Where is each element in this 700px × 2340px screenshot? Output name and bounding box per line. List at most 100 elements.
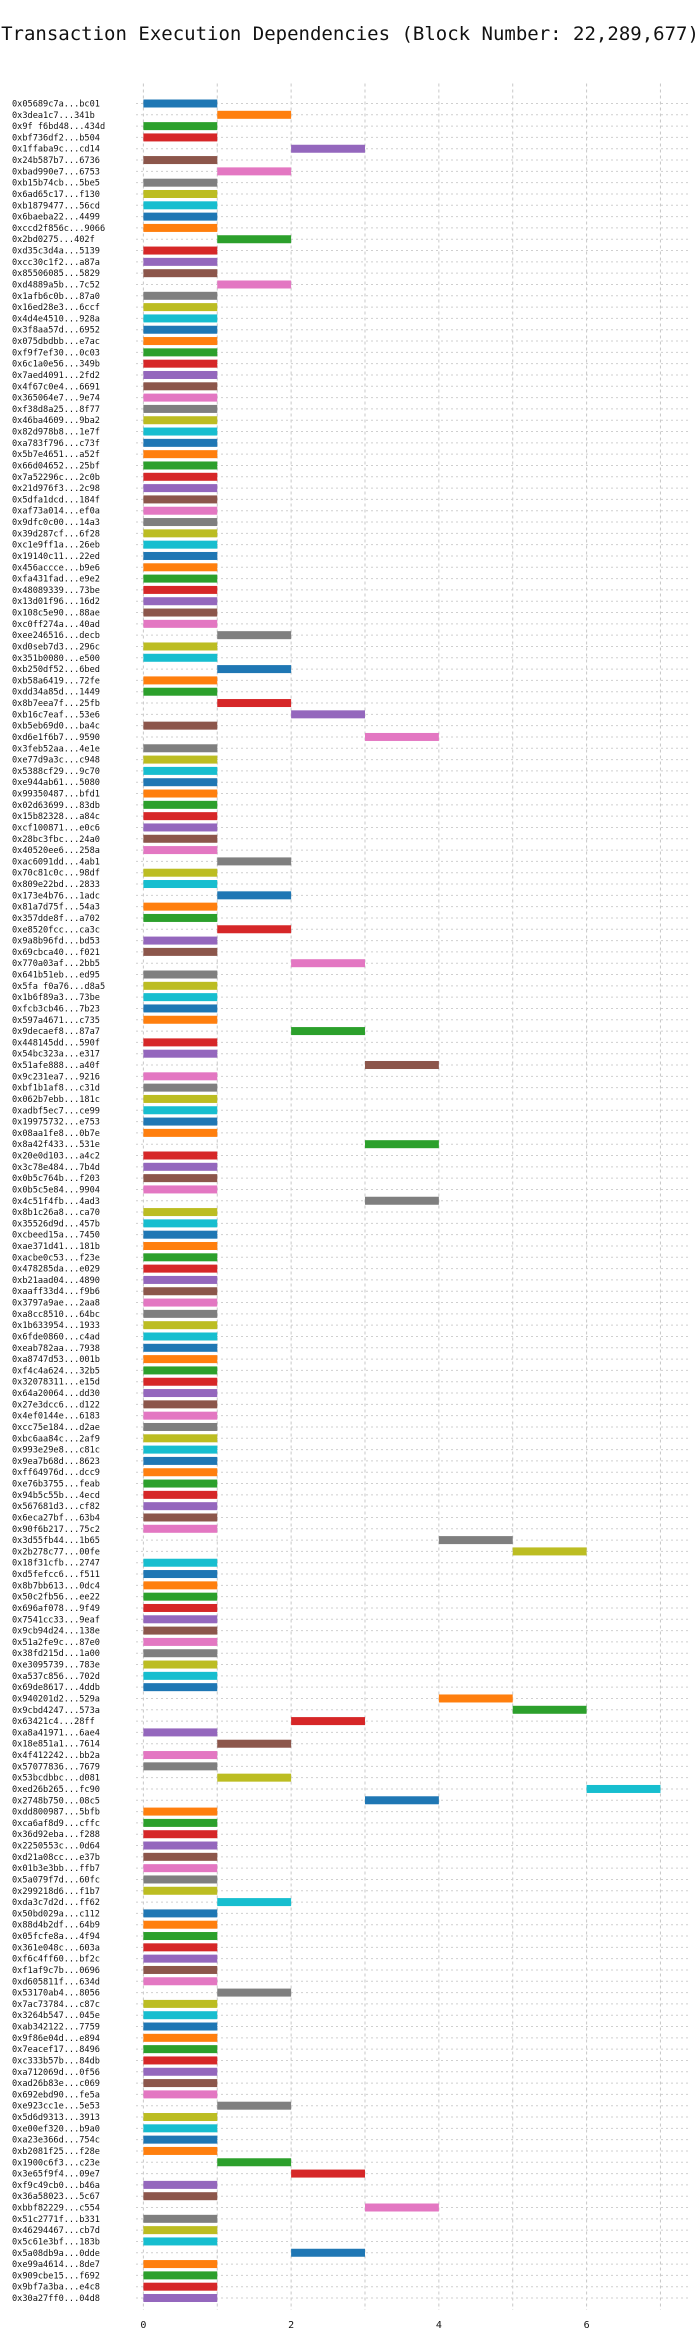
dependency-bar (143, 178, 218, 187)
dependency-bar (143, 1637, 218, 1646)
y-tick-label: 0x1b6f89a3...73be (12, 993, 100, 1003)
dependency-bar (143, 2237, 218, 2246)
dependency-bar (291, 2248, 365, 2257)
dependency-bar (143, 721, 218, 730)
y-tick-label: 0xc333b57b...84db (12, 2056, 100, 2066)
y-tick-label: 0x18f31cfb...2747 (12, 1559, 100, 1569)
y-tick-label: 0xa783f796...c73f (12, 439, 100, 449)
dependency-bar (143, 2090, 218, 2099)
dependency-bar (143, 314, 218, 323)
dependency-bar (143, 2271, 218, 2280)
y-tick-label: 0xf38d8a25...8f77 (12, 405, 100, 415)
dependency-bar (143, 1592, 218, 1601)
dependency-bar (143, 1185, 218, 1194)
y-tick-label: 0x108c5e90...88ae (12, 609, 100, 619)
dependency-bar (143, 1615, 218, 1624)
dependency-bar (143, 551, 218, 560)
y-tick-label: 0x19140c11...22ed (12, 552, 100, 562)
y-tick-label: 0x35526d9d...457b (12, 1219, 100, 1229)
dependency-bar (143, 257, 218, 266)
dependency-bar (143, 1241, 218, 1250)
y-tick-label: 0x02d63699...83db (12, 801, 100, 811)
y-tick-label: 0x3e65f9f4...09e7 (12, 2170, 100, 2180)
dependency-bar (143, 2282, 218, 2291)
dependency-bar (143, 133, 218, 142)
dependency-bar (143, 2056, 218, 2065)
dependency-bar (143, 574, 218, 583)
dependency-bar (143, 1332, 218, 1341)
y-tick-label: 0x7ac73784...c87c (12, 2000, 100, 2010)
y-tick-label: 0x6fde0860...c4ad (12, 1332, 100, 1342)
y-tick-label: 0x6ad65c17...f130 (12, 190, 100, 200)
y-tick-label: 0xe00ef320...b9a0 (12, 2124, 100, 2134)
y-tick-label: 0xcf100871...e0c6 (12, 823, 100, 833)
dependency-bar (143, 540, 218, 549)
y-tick-label: 0x692ebd90...fe5a (12, 2090, 100, 2100)
dependency-bar (143, 1943, 218, 1952)
dependency-bar (143, 382, 218, 391)
y-tick-label: 0x53bcdbbc...d081 (12, 1774, 100, 1784)
dependency-bar (143, 1083, 218, 1092)
dependency-bar (143, 653, 218, 662)
dependency-bar (143, 846, 218, 855)
dependency-bar (143, 122, 218, 131)
dependency-bar (143, 427, 218, 436)
dependency-bar (143, 201, 218, 210)
y-tick-label: 0x13d01f96...16d2 (12, 597, 100, 607)
y-tick-label: 0x3797a9ae...2aa8 (12, 1299, 100, 1309)
dependency-bar (143, 1321, 218, 1330)
y-tick-label: 0x365064e7...9e74 (12, 394, 100, 404)
y-tick-label: 0xe8520fcc...ca3c (12, 925, 100, 935)
y-tick-label: 0xacbe0c53...f23e (12, 1253, 100, 1263)
y-tick-label: 0x5388cf29...9c70 (12, 767, 100, 777)
y-tick-label: 0x18e851a1...7614 (12, 1740, 100, 1750)
y-tick-label: 0x39d287cf...6f28 (12, 529, 100, 539)
y-tick-label: 0x5dfa1dcd...184f (12, 495, 100, 505)
dependency-bar (143, 2135, 218, 2144)
y-tick-label: 0x05fcfe8a...4f94 (12, 1932, 100, 1942)
dependency-bar (143, 1298, 218, 1307)
y-tick-label: 0x9c231ea7...9216 (12, 1072, 100, 1082)
y-tick-label: 0xbbf82229...c554 (12, 2204, 100, 2214)
dependency-bar (143, 1128, 218, 1137)
dependency-bar (217, 857, 292, 866)
dependency-bar (143, 947, 218, 956)
y-tick-label: 0x28bc3fbc...24a0 (12, 835, 100, 845)
dependency-bar (143, 2180, 218, 2189)
dependency-bar (143, 189, 218, 198)
dependency-bar (143, 1502, 218, 1511)
dependency-bar (143, 778, 218, 787)
y-tick-label: 0x299218d6...f1b7 (12, 1887, 100, 1897)
dependency-bar (143, 1377, 218, 1386)
dependency-bar (217, 699, 292, 708)
y-tick-label: 0x9decaef8...87a7 (12, 1027, 100, 1037)
dependency-bar (291, 1027, 365, 1036)
dependency-bar (143, 1649, 218, 1658)
y-tick-label: 0x5a08db9a...0dde (12, 2249, 100, 2259)
y-tick-label: 0xfcb3cb46...7b23 (12, 1004, 100, 1014)
y-tick-label: 0x6c1a0e56...349b (12, 360, 100, 370)
y-tick-label: 0xbf736df2...b504 (12, 133, 100, 143)
y-tick-label: 0x69de8617...4ddb (12, 1683, 100, 1693)
dependency-bar (143, 1094, 218, 1103)
dependency-bar (143, 1106, 218, 1115)
y-tick-label: 0x1900c6f3...c23e (12, 2158, 100, 2168)
dependency-bar (143, 1920, 218, 1929)
y-tick-label: 0x50c2fb56...ee22 (12, 1593, 100, 1603)
y-tick-label: 0x57077836...7679 (12, 1762, 100, 1772)
y-tick-label: 0x9dfc0c00...14a3 (12, 518, 100, 528)
y-tick-label: 0x88d4b2df...64b9 (12, 1921, 100, 1931)
y-tick-label: 0x9f86e04d...e894 (12, 2034, 100, 2044)
y-tick-label: 0xf9c49cb0...b46a (12, 2181, 100, 2191)
y-tick-label: 0x4c51f4fb...4ad3 (12, 1197, 100, 1207)
dependency-bar (143, 1038, 218, 1047)
dependency-bar (143, 1162, 218, 1171)
dependency-bar (143, 2045, 218, 2054)
y-tick-label: 0xe923cc1e...5e53 (12, 2102, 100, 2112)
dependency-bar (143, 2022, 218, 2031)
y-tick-label: 0xd605811f...634d (12, 1977, 100, 1987)
y-tick-label: 0x7541cc33...9eaf (12, 1615, 100, 1625)
y-tick-label: 0xb21aad04...4890 (12, 1276, 100, 1286)
y-tick-label: 0x70c81c0c...98df (12, 869, 100, 879)
dependency-bar (217, 2101, 292, 2110)
